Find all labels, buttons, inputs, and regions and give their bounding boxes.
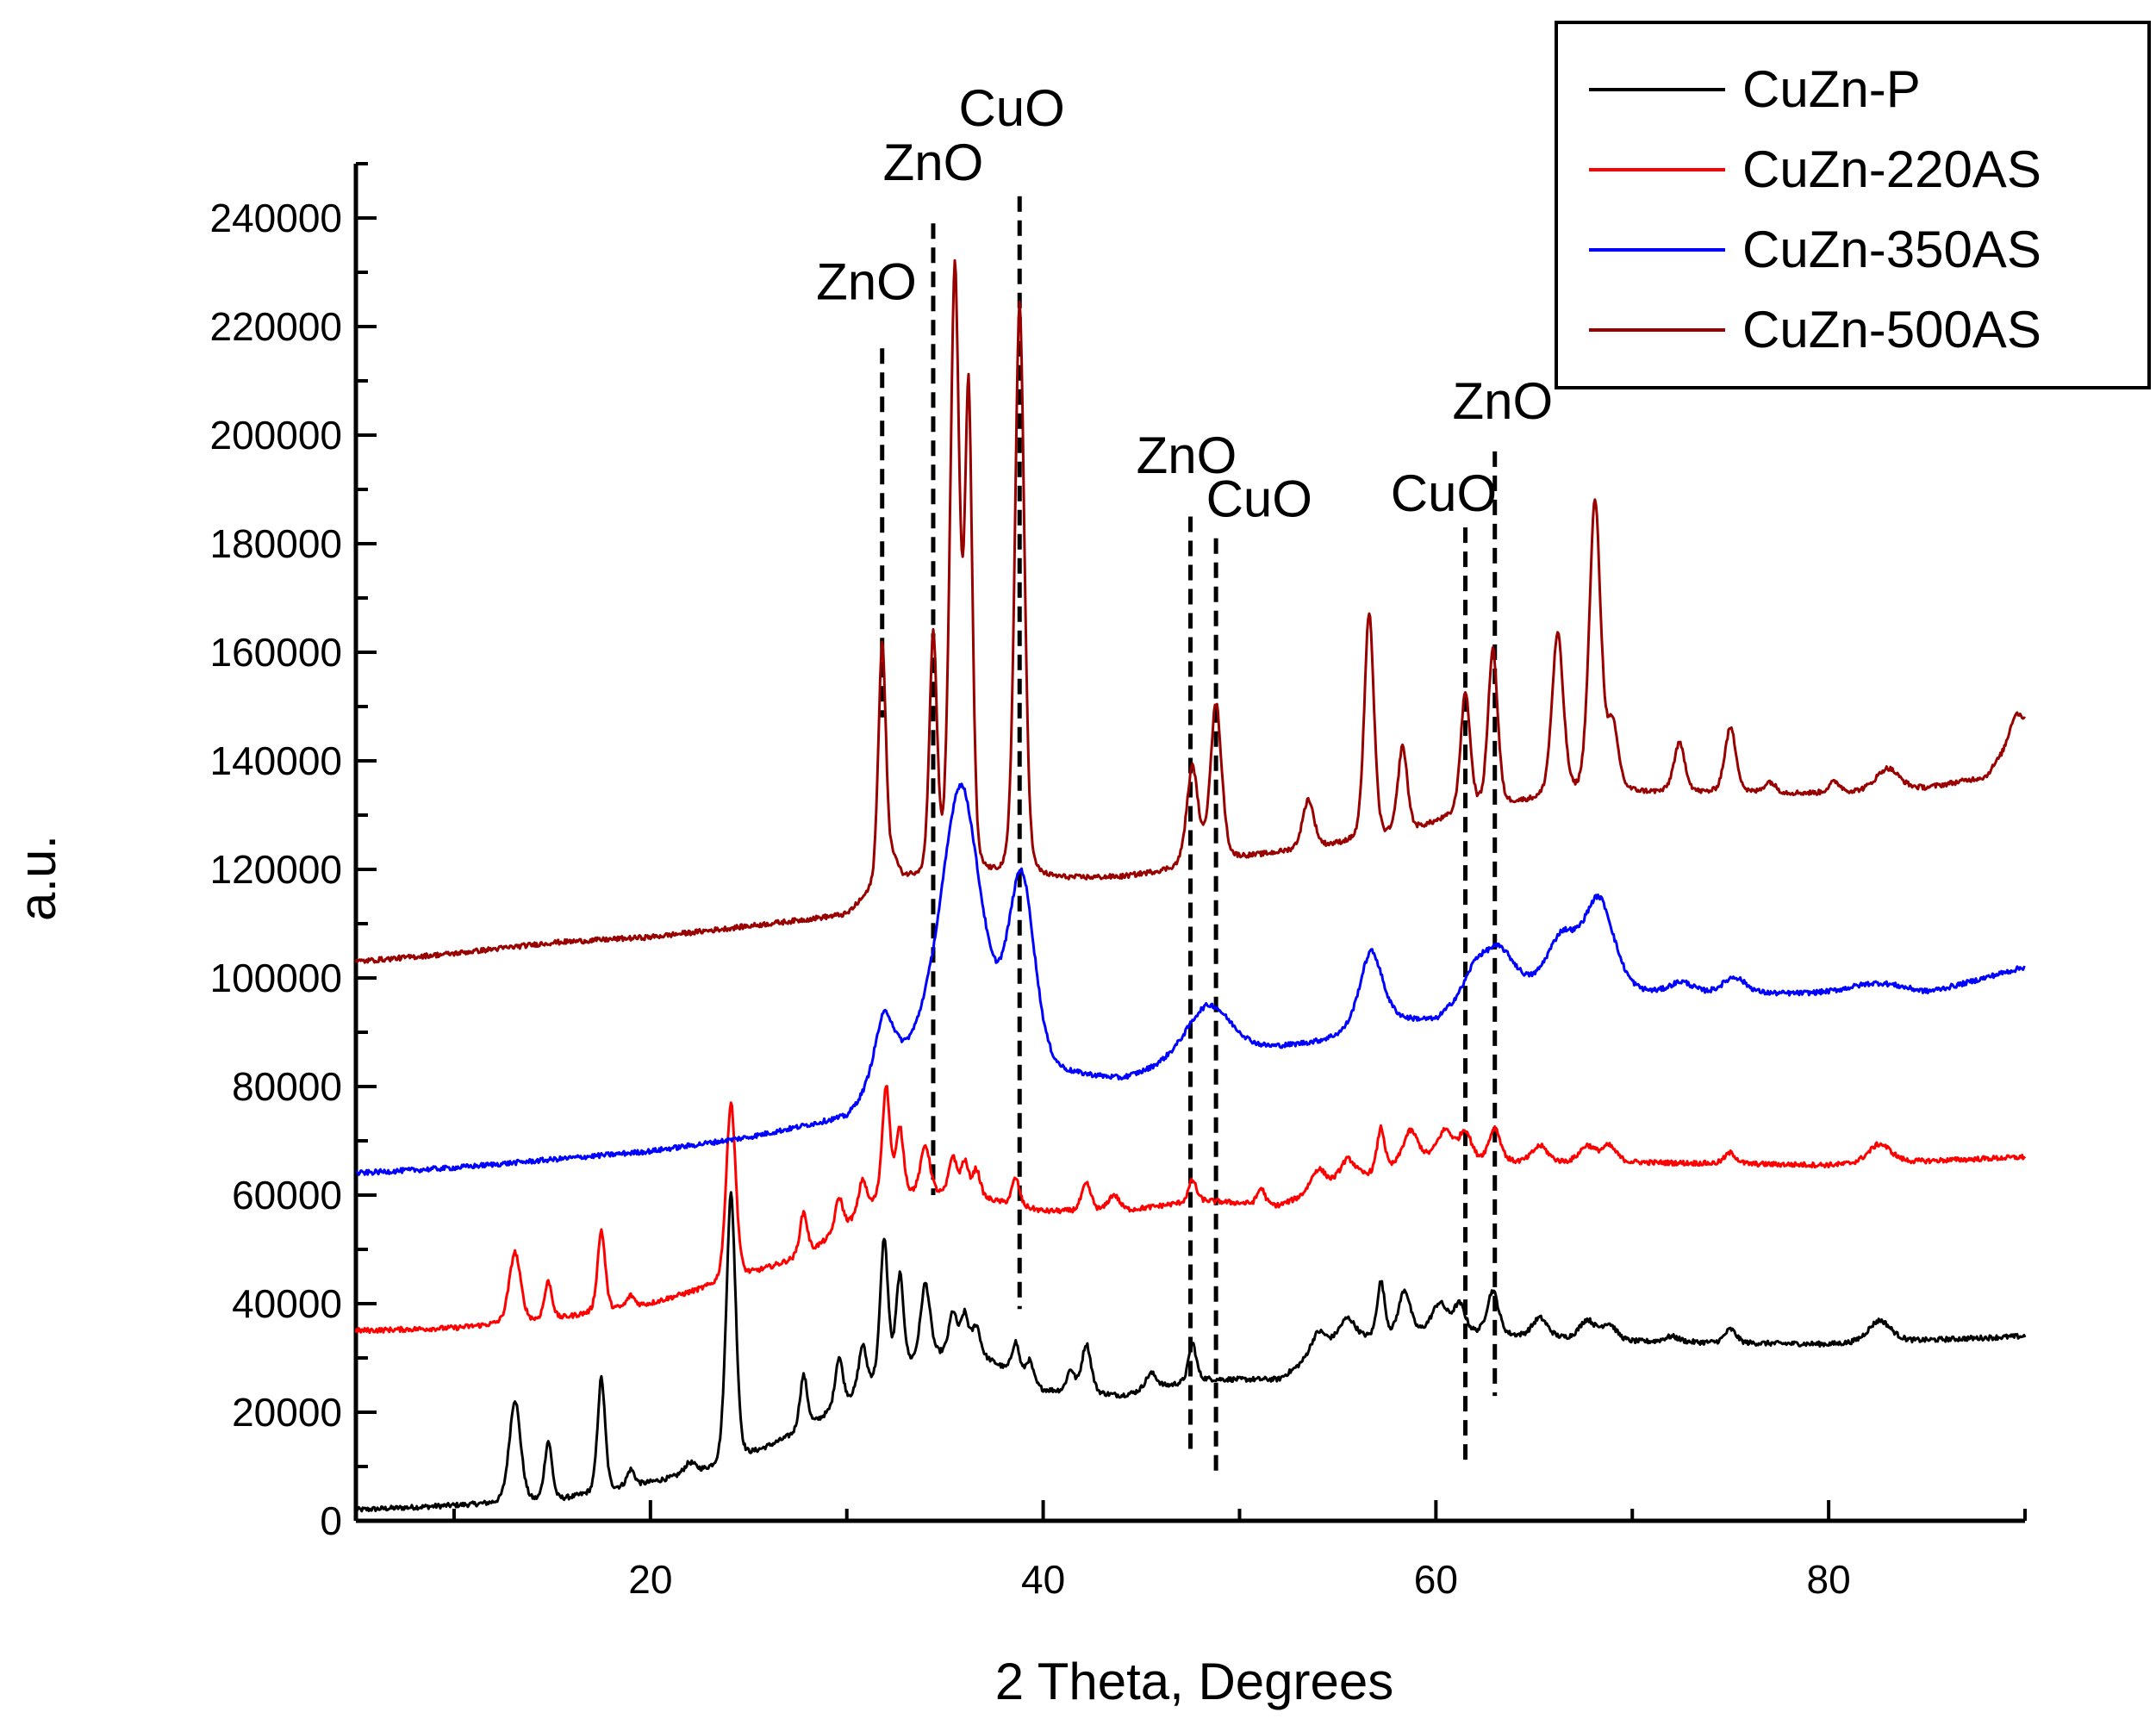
series-line-cuzn-220as (354, 1085, 2027, 1335)
y-tick-label: 80000 (232, 1064, 342, 1109)
y-tick-label: 120000 (210, 847, 343, 892)
y-tick-label: 240000 (210, 196, 343, 240)
legend-label: CuZn-220AS (1742, 140, 2041, 198)
legend-label: CuZn-P (1742, 60, 1921, 118)
x-axis-title: 2 Theta, Degrees (995, 1653, 1394, 1710)
phase-label: ZnO (883, 134, 984, 191)
series-line-cuzn-350as (355, 782, 2026, 1176)
x-tick-label: 60 (1414, 1557, 1458, 1602)
y-axis-title: a.u. (9, 835, 66, 921)
y-tick-label: 100000 (210, 956, 343, 1000)
legend: CuZn-P CuZn-220AS CuZn-350AS CuZn-500AS (1555, 21, 2151, 389)
y-tick-label: 140000 (210, 738, 343, 783)
x-tick-label: 20 (628, 1557, 672, 1602)
phase-label: ZnO (816, 253, 917, 311)
legend-label: CuZn-500AS (1742, 301, 2041, 358)
legend-box (1555, 21, 2151, 389)
legend-label: CuZn-350AS (1742, 221, 2041, 278)
tick-labels: 20 40 60 80 0 20000 40000 60000 80000 100000 12000… (210, 196, 1851, 1602)
phase-label: CuO (1206, 470, 1312, 528)
x-tick-label: 80 (1807, 1557, 1851, 1602)
axes (353, 162, 2027, 1523)
y-tick-label: 0 (320, 1498, 342, 1543)
y-tick-label: 200000 (210, 413, 343, 458)
phase-label: ZnO (1452, 372, 1553, 430)
series-lines (354, 258, 2027, 1513)
y-tick-label: 20000 (232, 1390, 342, 1435)
y-tick-label: 40000 (232, 1281, 342, 1326)
y-tick-label: 60000 (232, 1173, 342, 1217)
series-line-cuzn-500as (354, 258, 2027, 964)
phase-label: CuO (958, 79, 1064, 137)
y-tick-label: 180000 (210, 521, 343, 566)
y-tick-label: 220000 (210, 304, 343, 349)
phase-label: ZnO (1137, 427, 1237, 484)
series-line-cuzn-p (354, 1191, 2027, 1513)
x-tick-label: 40 (1021, 1557, 1065, 1602)
phase-label: CuO (1391, 464, 1497, 522)
y-tick-label: 160000 (210, 630, 343, 675)
